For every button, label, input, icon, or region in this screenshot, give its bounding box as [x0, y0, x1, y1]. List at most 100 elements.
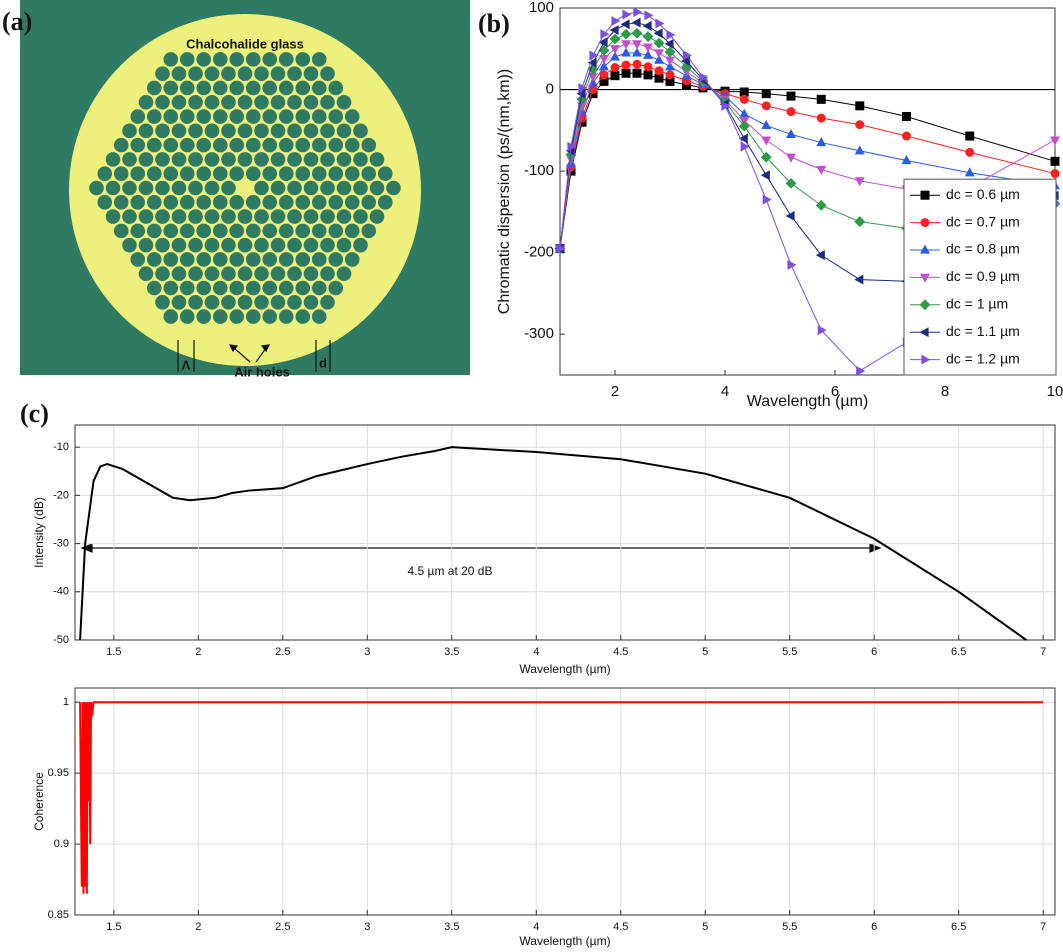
marker — [902, 131, 911, 141]
legend-label: dc = 0.7 µm — [946, 213, 1020, 229]
x-tick-label: 6.5 — [951, 921, 966, 933]
marker — [633, 7, 643, 18]
air-hole — [155, 123, 170, 139]
x-tick-label: 2 — [195, 646, 201, 658]
diameter-label: d — [319, 355, 327, 370]
air-hole — [163, 109, 179, 124]
air-hole — [179, 223, 195, 239]
annotation-lines — [177, 340, 331, 372]
panel-label: (c) — [20, 399, 49, 428]
air-hole — [155, 295, 170, 310]
air-hole — [336, 180, 352, 196]
air-hole — [295, 223, 311, 239]
air-hole — [328, 166, 344, 182]
air-hole — [155, 237, 170, 253]
x-tick-label: 3.5 — [444, 646, 459, 658]
air-hole — [237, 295, 253, 310]
x-tick-label: 4 — [533, 921, 539, 933]
marker — [664, 38, 674, 49]
marker — [816, 165, 827, 175]
marker — [666, 29, 676, 40]
marker — [738, 120, 750, 132]
air-hole — [138, 266, 154, 282]
air-hole — [270, 66, 286, 81]
holes-label: Air holes — [234, 364, 290, 379]
legend-label: dc = 1.1 µm — [946, 323, 1020, 339]
data-line — [559, 52, 1056, 249]
legend-label: dc = 0.8 µm — [946, 241, 1020, 257]
air-hole — [287, 152, 302, 167]
data-line — [559, 72, 1056, 249]
air-hole — [179, 137, 195, 153]
marker — [567, 141, 577, 152]
air-hole — [245, 166, 261, 182]
x-tick-label: 6.5 — [951, 646, 966, 658]
air-hole — [105, 152, 121, 167]
legend-marker — [920, 244, 930, 254]
marker — [854, 274, 864, 285]
air-hole — [237, 94, 253, 110]
air-hole — [122, 152, 137, 167]
air-hole — [146, 166, 162, 182]
legend-marker — [919, 327, 929, 338]
air-hole — [188, 66, 203, 81]
air-hole — [295, 194, 311, 210]
marker — [664, 46, 676, 58]
air-hole — [295, 80, 311, 96]
x-tick-label: 1.5 — [106, 921, 121, 933]
air-hole — [336, 209, 352, 224]
air-hole — [245, 52, 261, 67]
air-hole — [229, 52, 245, 67]
air-hole — [287, 266, 302, 282]
marker — [901, 155, 912, 165]
marker — [610, 51, 620, 61]
air-hole — [270, 123, 286, 139]
y-tick-label: -10 — [53, 441, 69, 453]
air-hole — [270, 209, 286, 224]
plot-frame — [74, 424, 1056, 641]
marker — [654, 73, 664, 83]
marker — [620, 19, 630, 30]
air-hole — [204, 180, 220, 196]
air-hole — [278, 80, 294, 96]
annotation-arrow — [80, 543, 882, 553]
air-hole — [113, 166, 129, 182]
air-hole — [229, 252, 245, 267]
air-hole — [245, 109, 261, 124]
air-hole — [344, 109, 360, 124]
marker — [786, 91, 796, 101]
legend-marker — [919, 299, 931, 311]
data-line — [559, 32, 1056, 249]
air-hole — [303, 209, 319, 224]
air-hole — [320, 152, 335, 167]
air-hole — [237, 123, 253, 139]
air-hole — [262, 52, 278, 67]
marker — [599, 70, 609, 80]
air-hole — [344, 194, 360, 210]
air-hole — [179, 52, 195, 67]
marker — [588, 85, 598, 95]
marker — [642, 31, 654, 42]
marker — [642, 20, 652, 31]
air-hole — [130, 166, 146, 182]
air-hole — [221, 94, 236, 110]
marker — [654, 66, 664, 76]
air-hole — [344, 137, 360, 153]
x-tick-label: 5.5 — [782, 921, 797, 933]
air-hole — [336, 94, 352, 110]
marker — [599, 61, 609, 71]
air-hole — [328, 280, 344, 296]
x-tick-label: 5.5 — [782, 646, 797, 658]
air-hole — [163, 309, 179, 324]
marker — [632, 47, 642, 57]
air-hole — [311, 166, 327, 182]
air-hole — [328, 194, 344, 210]
air-hole — [270, 237, 286, 253]
x-tick-label: 6 — [871, 646, 877, 658]
data-line — [559, 11, 1056, 372]
air-hole — [188, 209, 203, 224]
air-hole — [221, 180, 236, 196]
marker — [740, 141, 750, 152]
air-hole — [138, 94, 154, 110]
